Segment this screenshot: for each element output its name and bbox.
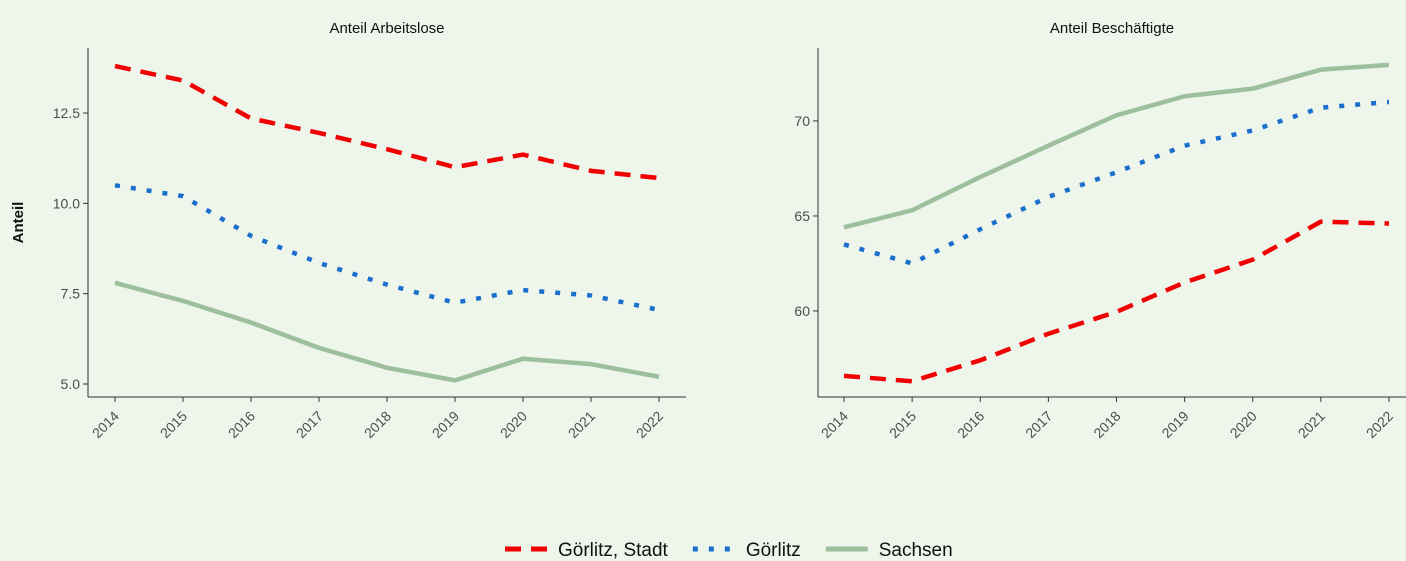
y-axis-label: Anteil [10, 202, 27, 244]
x-tick-label: 2019 [1158, 408, 1191, 441]
x-tick-label: 2015 [157, 408, 190, 441]
x-tick-label: 2019 [429, 408, 462, 441]
x-tick-label: 2014 [89, 408, 122, 441]
y-tick-label: 12.5 [53, 105, 80, 121]
x-tick-label: 2022 [633, 408, 666, 441]
legend-label: Görlitz, Stadt [558, 540, 669, 561]
x-tick-label: 2018 [1090, 408, 1123, 441]
y-tick-label: 5.0 [61, 376, 81, 392]
x-tick-label: 2020 [497, 408, 530, 441]
legend-label: Sachsen [879, 540, 953, 561]
series-line [843, 62, 1390, 230]
x-tick-label: 2016 [225, 408, 258, 441]
y-tick-label: 60 [794, 303, 810, 319]
panel-title: Anteil Arbeitslose [329, 20, 444, 37]
series-line [114, 63, 660, 181]
panel-title: Anteil Beschäftigte [1050, 20, 1174, 37]
x-tick-label: 2017 [293, 408, 326, 441]
x-tick-label: 2018 [361, 408, 394, 441]
x-tick-label: 2020 [1227, 408, 1260, 441]
legend-label: Görlitz [746, 540, 801, 561]
y-tick-label: 65 [794, 208, 810, 224]
x-tick-label: 2015 [886, 408, 919, 441]
series-line [114, 183, 660, 313]
x-tick-label: 2014 [818, 408, 851, 441]
x-tick-label: 2016 [954, 408, 987, 441]
x-tick-label: 2022 [1363, 408, 1396, 441]
x-tick-label: 2021 [565, 408, 598, 441]
series-line [843, 219, 1390, 384]
series-line [114, 280, 660, 383]
y-tick-label: 7.5 [61, 286, 81, 302]
series-line [843, 99, 1390, 266]
y-tick-label: 70 [794, 113, 810, 129]
y-tick-label: 10.0 [53, 195, 80, 211]
x-tick-label: 2017 [1022, 408, 1055, 441]
x-tick-label: 2021 [1295, 408, 1328, 441]
